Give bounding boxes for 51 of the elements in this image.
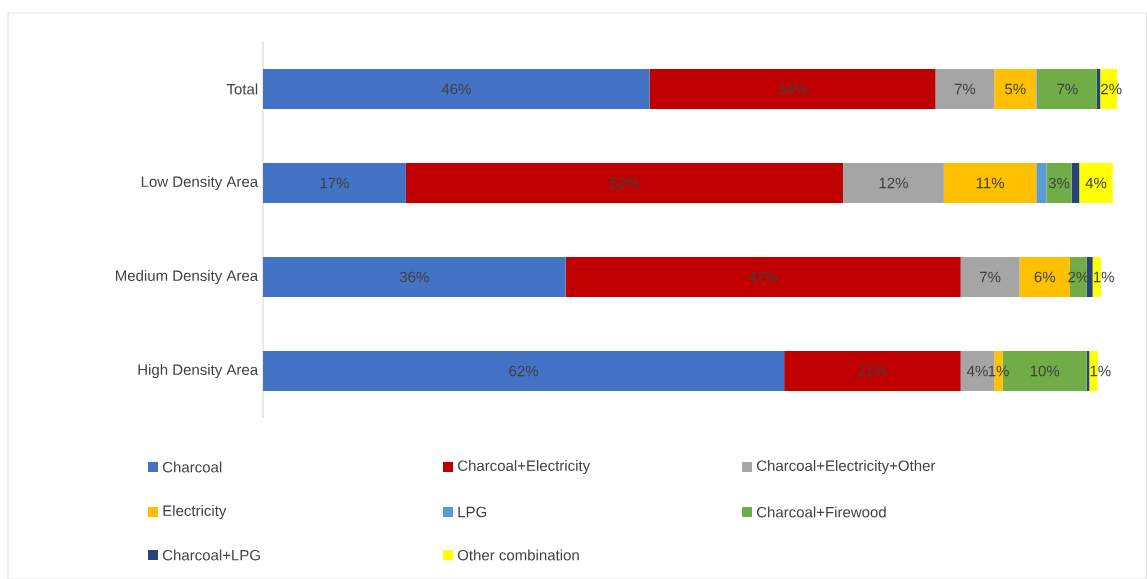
- bar: [405, 162, 843, 203]
- legend-label: Charcoal+Electricity+Other: [756, 459, 936, 474]
- bar: [1046, 162, 1072, 203]
- data-label: 47%: [748, 271, 778, 283]
- data-label: 62%: [509, 365, 539, 377]
- data-label: 6%: [1034, 271, 1056, 283]
- bar: [1071, 162, 1080, 203]
- data-label: 4%: [966, 365, 988, 377]
- y-tick-label: High Density Area: [138, 363, 259, 378]
- bar: [943, 162, 1037, 203]
- bar: [565, 256, 961, 297]
- legend-label: LPG: [458, 506, 487, 518]
- bar: [1038, 68, 1097, 109]
- data-label: 34%: [778, 83, 808, 95]
- bar: [1019, 256, 1070, 297]
- data-label: 10%: [1030, 365, 1060, 377]
- y-tick-label: Low Density Area: [141, 175, 259, 190]
- bar: [960, 256, 1020, 297]
- data-label: 5%: [1005, 83, 1026, 95]
- bar: [1079, 162, 1113, 203]
- y-tick-label: Total: [226, 83, 258, 95]
- bar: [263, 350, 785, 391]
- legend-label: Charcoal: [162, 461, 222, 473]
- bar: [935, 68, 995, 109]
- data-label: 11%: [976, 177, 1004, 189]
- bar: [1036, 162, 1047, 203]
- bar: [842, 162, 944, 203]
- bar: [784, 350, 961, 391]
- legend-label: Charcoal+Electricity: [457, 459, 591, 474]
- data-label: 1%: [988, 365, 1009, 377]
- data-label: 52%: [610, 177, 639, 189]
- bar: [263, 68, 650, 109]
- bar: [994, 68, 1037, 109]
- data-label: 4%: [1085, 177, 1107, 189]
- data-label: 7%: [954, 83, 976, 95]
- legend-label: Charcoal+LPG: [162, 549, 260, 561]
- y-tick-label: Medium Density Area: [115, 269, 259, 284]
- data-label: 21%: [858, 365, 887, 377]
- data-label: 17%: [320, 177, 349, 189]
- legend-label: Charcoal+Firewood: [756, 506, 886, 518]
- data-label: 46%: [441, 83, 471, 95]
- data-label: 7%: [980, 271, 1001, 283]
- bar: [649, 68, 936, 109]
- data-label: 12%: [879, 177, 908, 189]
- bar: [263, 256, 566, 297]
- legend-label: Other combination: [457, 549, 579, 561]
- data-label: 36%: [399, 271, 429, 283]
- legend-label: Electricity: [163, 504, 227, 519]
- data-label: 7%: [1057, 83, 1078, 95]
- data-label: 3%: [1048, 177, 1070, 189]
- bar: [263, 162, 406, 203]
